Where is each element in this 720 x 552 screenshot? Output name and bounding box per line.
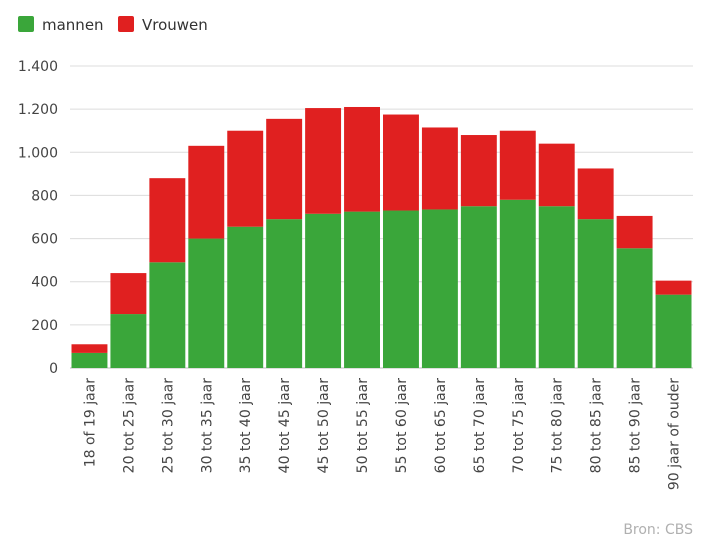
x-tick-label: 50 tot 55 jaar [355,378,371,474]
x-tick-label: 30 tot 35 jaar [199,378,215,474]
bar-vrouwen [188,145,225,239]
y-tick-label: 200 [31,318,58,334]
bar-mannen [227,226,264,368]
bar-vrouwen [616,215,653,249]
bar-mannen [383,210,419,368]
x-tick-label: 25 tot 30 jaar [160,378,176,474]
legend-swatch [118,16,134,32]
bar-vrouwen [305,108,342,214]
bar-vrouwen [110,273,147,315]
x-tick-label: 75 tot 80 jaar [550,378,566,474]
x-tick-label: 90 jaar of ouder [667,378,683,490]
y-tick-label: 1.000 [18,145,58,161]
x-tick-label: 35 tot 40 jaar [238,378,254,474]
bar-mannen [305,213,342,368]
bar-vrouwen [460,135,497,207]
bar-vrouwen [383,114,419,211]
bar-mannen [538,206,575,368]
y-tick-label: 0 [49,361,58,377]
y-tick-label: 400 [31,275,58,291]
y-tick-label: 1.400 [18,59,58,75]
bar-mannen [655,294,692,368]
x-tick-label: 85 tot 90 jaar [628,378,644,474]
x-tick-label: 65 tot 70 jaar [472,378,488,474]
x-tick-label: 70 tot 75 jaar [511,378,527,474]
y-tick-label: 600 [31,232,58,248]
bar-vrouwen [344,106,380,212]
bar-mannen [188,238,225,368]
bar-vrouwen [499,130,536,200]
legend-label: mannen [42,16,104,34]
bar-vrouwen [149,178,186,263]
bar-mannen [421,209,458,368]
bar-vrouwen [266,118,303,220]
bar-vrouwen [421,127,458,210]
bar-mannen [344,211,380,368]
x-tick-label: 18 of 19 jaar [82,378,98,468]
bar-mannen [460,206,497,368]
bar-mannen [616,248,653,368]
x-tick-label: 20 tot 25 jaar [121,378,137,474]
x-tick-label: 80 tot 85 jaar [589,378,605,474]
x-tick-label: 40 tot 45 jaar [277,378,293,474]
x-tick-label: 45 tot 50 jaar [316,378,332,474]
bar-vrouwen [71,344,108,353]
y-tick-label: 1.200 [18,102,58,118]
bar-mannen [266,219,303,368]
bar-mannen [499,199,536,368]
bar-mannen [577,219,614,368]
legend-label: Vrouwen [142,16,208,34]
x-tick-label: 60 tot 65 jaar [433,378,449,474]
bar-mannen [110,314,147,368]
bar-vrouwen [227,130,264,227]
source-label: Bron: CBS [623,522,693,538]
y-tick-label: 800 [31,188,58,204]
bar-vrouwen [538,143,575,207]
x-tick-label: 55 tot 60 jaar [394,378,410,474]
bar-vrouwen [655,280,692,295]
bar-mannen [149,262,186,368]
legend-swatch [18,16,34,32]
bar-vrouwen [577,168,614,220]
bar-mannen [71,352,108,368]
